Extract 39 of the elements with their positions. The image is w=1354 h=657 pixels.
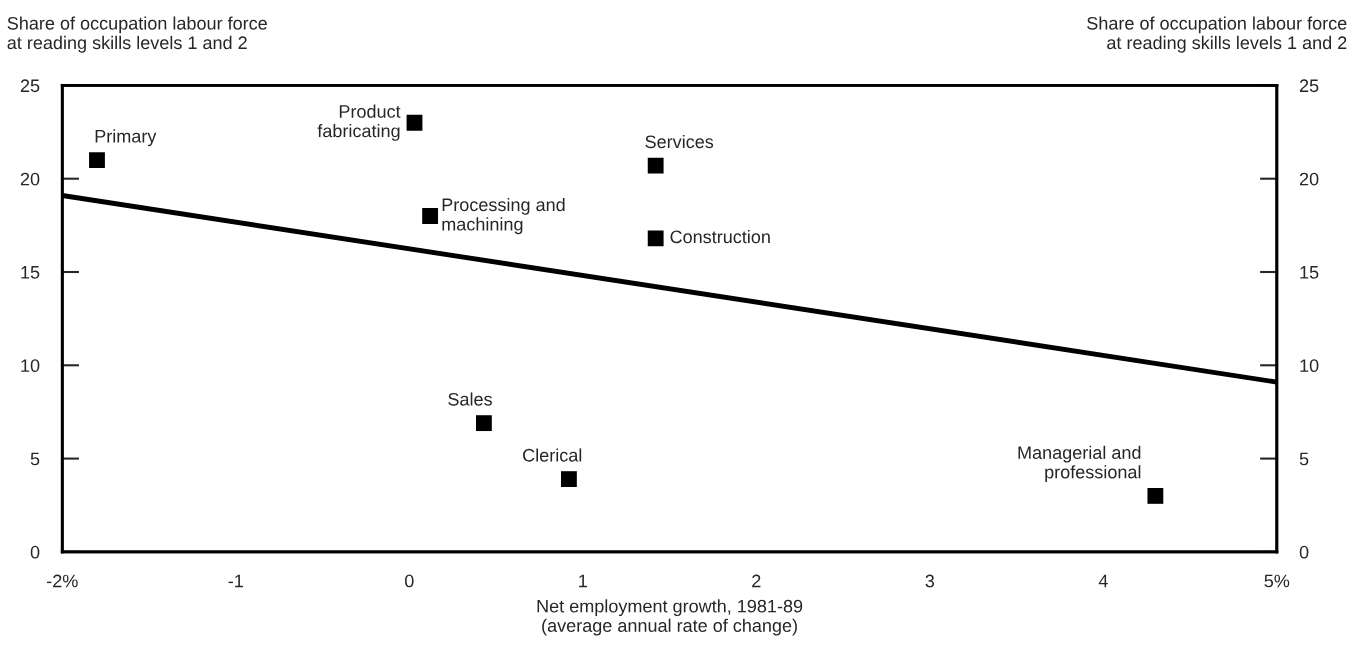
y-tick-label: 10	[21, 359, 40, 373]
x-tick-label: 2	[752, 574, 761, 588]
point	[89, 152, 105, 168]
point	[647, 230, 664, 247]
point	[561, 471, 577, 488]
y2-tick-label: 20	[1299, 172, 1319, 186]
point	[647, 157, 664, 174]
y2-axis-title: Share of occupation labour force at reading skills levels 1 and 2	[1087, 16, 1347, 53]
annotation: Clerical	[523, 448, 582, 462]
y2-tick-label: 25	[1299, 79, 1319, 93]
y-tick-label: 20	[20, 172, 40, 186]
point	[406, 114, 423, 131]
annotation: Construction	[670, 230, 770, 244]
point	[475, 415, 492, 432]
annotation: Sales	[448, 392, 492, 406]
x-tick-label: 3	[925, 574, 935, 588]
x-tick-label: 5%	[1264, 574, 1290, 588]
x-tick-label: 1	[579, 574, 587, 588]
annotation: Managerial and professional	[1018, 445, 1141, 483]
x-tick-label: -2%	[47, 574, 78, 588]
x-tick-label: -1	[228, 574, 243, 588]
y2-tick-label: 0	[1299, 545, 1309, 559]
point	[1147, 487, 1164, 504]
x-axis-title: Net employment growth, 1981-89 (average annual rate of change)	[537, 599, 803, 636]
x-tick-label: 0	[404, 574, 414, 588]
y-tick-label: 5	[30, 452, 40, 466]
point	[422, 208, 439, 224]
y2-tick-label: 5	[1299, 452, 1309, 466]
y-tick-label: 25	[20, 79, 40, 93]
annotation: Product fabricating	[317, 104, 401, 141]
x-tick-label: 4	[1098, 574, 1108, 588]
y2-tick-label: 15	[1300, 266, 1319, 279]
annotation: Processing and machining	[442, 197, 565, 235]
y2-tick-label: 10	[1300, 359, 1319, 373]
y-axis-title: Share of occupation labour force at reading skills levels 1 and 2	[7, 16, 267, 53]
y-tick-label: 0	[30, 545, 40, 559]
annotation: Services	[645, 134, 714, 149]
annotation: Primary	[95, 129, 157, 147]
y-tick-label: 15	[21, 266, 40, 279]
